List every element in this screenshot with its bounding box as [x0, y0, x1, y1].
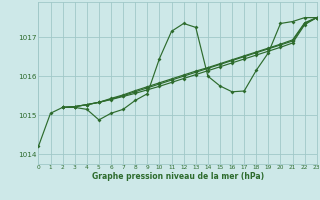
X-axis label: Graphe pression niveau de la mer (hPa): Graphe pression niveau de la mer (hPa)	[92, 172, 264, 181]
